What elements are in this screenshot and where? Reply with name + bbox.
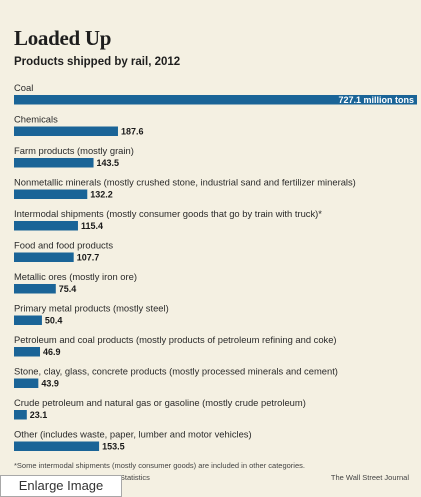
value-label: 143.5 <box>97 158 120 168</box>
category-label: Metallic ores (mostly iron ore) <box>14 271 137 282</box>
credit-note: The Wall Street Journal <box>330 473 409 482</box>
bar <box>14 252 74 262</box>
category-label: Coal <box>14 82 33 93</box>
source-note: ty Statistics <box>112 473 150 482</box>
value-label: 75.4 <box>59 284 77 294</box>
category-label: Intermodal shipments (mostly consumer go… <box>14 208 322 219</box>
category-label: Farm products (mostly grain) <box>14 145 134 156</box>
value-label: 23.1 <box>30 410 48 420</box>
bar <box>14 284 56 294</box>
category-label: Crude petroleum and natural gas or gasol… <box>14 397 306 408</box>
bar <box>14 126 118 136</box>
footnote: *Some intermodal shipments (mostly consu… <box>14 461 305 470</box>
bar <box>14 189 88 199</box>
chart-title: Loaded Up <box>14 26 112 50</box>
category-label: Other (includes waste, paper, lumber and… <box>14 429 252 440</box>
enlarge-image-button[interactable]: Enlarge Image <box>0 475 122 497</box>
category-label: Stone, clay, glass, concrete products (m… <box>14 366 338 377</box>
category-label: Nonmetallic minerals (mostly crushed sto… <box>14 177 356 188</box>
chart-subtitle: Products shipped by rail, 2012 <box>14 56 181 68</box>
value-label: 46.9 <box>43 347 61 357</box>
category-label: Petroleum and coal products (mostly prod… <box>14 334 337 345</box>
value-label: 727.1 million tons <box>338 95 414 105</box>
value-label: 153.5 <box>102 442 125 452</box>
bar <box>14 410 27 420</box>
value-label: 132.2 <box>90 190 113 200</box>
category-label: Chemicals <box>14 114 58 125</box>
category-label: Primary metal products (mostly steel) <box>14 303 169 314</box>
value-label: 187.6 <box>121 127 144 137</box>
bar <box>14 315 42 325</box>
value-label: 107.7 <box>77 253 100 263</box>
bar <box>14 441 100 451</box>
value-label: 115.4 <box>81 221 103 231</box>
bar <box>14 95 417 105</box>
bar <box>14 221 78 231</box>
bar <box>14 378 39 388</box>
bar <box>14 347 40 357</box>
value-label: 43.9 <box>41 379 59 389</box>
value-label: 50.4 <box>45 316 63 326</box>
bar <box>14 158 94 168</box>
category-label: Food and food products <box>14 240 113 251</box>
